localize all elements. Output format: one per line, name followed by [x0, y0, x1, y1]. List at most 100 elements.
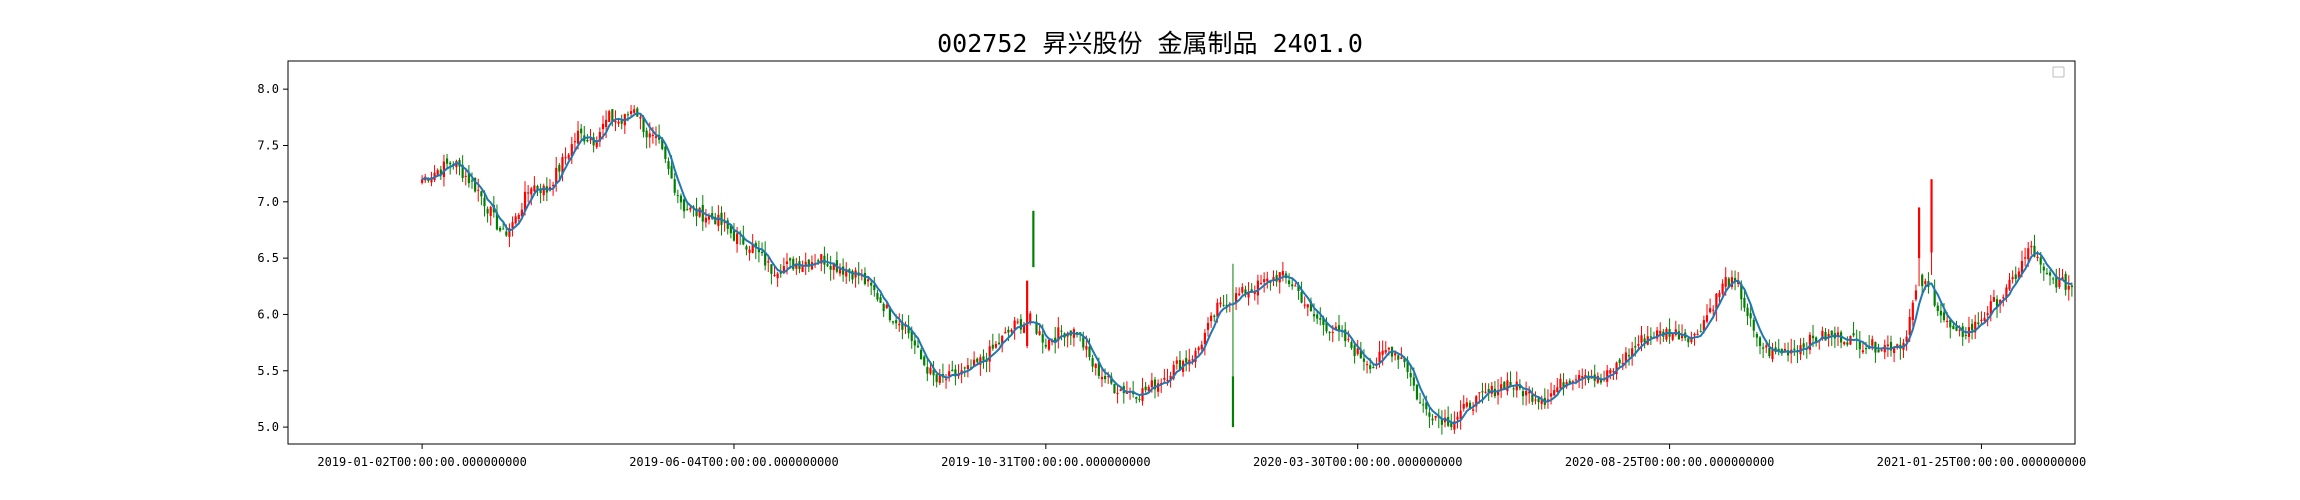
candle-body: [1094, 363, 1097, 368]
candle-body: [1001, 335, 1004, 346]
candle-body: [829, 265, 832, 270]
candle-body: [2005, 287, 2008, 298]
candle-body: [1590, 377, 1593, 379]
candle-body: [1381, 350, 1384, 355]
candle-body: [1574, 379, 1578, 381]
candle-body: [2058, 279, 2061, 287]
candle-body: [1350, 342, 1353, 348]
candle-body: [1534, 399, 1537, 401]
candle-body: [1116, 392, 1119, 394]
candle-body: [2061, 277, 2064, 280]
candle-body: [782, 266, 785, 272]
candle-body: [1459, 410, 1462, 420]
candle-body: [1241, 287, 1244, 293]
candle-body: [2008, 279, 2011, 290]
candle-body: [517, 214, 520, 219]
candle-body: [963, 367, 966, 369]
candle-body: [1808, 334, 1812, 350]
candle-body: [1712, 309, 1715, 311]
candle-body: [1135, 397, 1138, 399]
candle-body: [1721, 283, 1724, 294]
candle-body: [1718, 292, 1721, 298]
candle-body: [1259, 283, 1263, 285]
candle-body: [1478, 392, 1481, 394]
candle-body: [1397, 355, 1400, 360]
candle-body: [2024, 257, 2027, 259]
candle-body: [742, 235, 745, 245]
candle-body: [673, 179, 676, 193]
candle-body: [555, 167, 558, 185]
candle-body: [1387, 347, 1390, 350]
candle-body: [686, 209, 689, 211]
candle-body: [776, 273, 779, 279]
candle-body: [1487, 388, 1490, 393]
candle-body: [1964, 334, 1967, 336]
candle-body: [1930, 179, 1933, 253]
candle-body: [1936, 305, 1939, 312]
candle-body: [1621, 362, 1624, 365]
candle-body: [1007, 329, 1010, 333]
candle-body: [1864, 348, 1868, 350]
candle-body: [1815, 337, 1818, 342]
candle-body: [1153, 379, 1157, 390]
candle-body: [1013, 320, 1016, 330]
candle-body: [2045, 272, 2049, 274]
candle-body: [870, 282, 873, 286]
candle-body: [1085, 346, 1088, 350]
candle-body: [845, 270, 848, 277]
candle-body: [1705, 315, 1709, 322]
candle-body: [760, 251, 764, 254]
candle-body: [2070, 285, 2073, 288]
candle-body: [1144, 386, 1147, 391]
candle-body: [1584, 374, 1587, 378]
candle-body: [679, 195, 683, 203]
candle-body: [421, 179, 424, 183]
candle-body: [1200, 344, 1203, 350]
candle-body: [520, 209, 523, 217]
candle-body: [817, 260, 820, 262]
candle-body: [1861, 350, 1865, 353]
candle-body: [611, 109, 614, 122]
candle-body: [779, 271, 782, 274]
candle-body: [1559, 378, 1562, 389]
candle-body: [1780, 348, 1783, 354]
candle-body: [717, 214, 720, 226]
candle-body: [1618, 359, 1621, 364]
candle-body: [726, 220, 729, 229]
candle-body: [1328, 331, 1331, 333]
candle-body: [1512, 388, 1515, 390]
candle-body: [1169, 375, 1172, 381]
candle-body: [1952, 325, 1955, 330]
candle-body: [589, 139, 592, 141]
candle-body: [1690, 336, 1693, 343]
candle-body: [1624, 352, 1628, 363]
candle-body: [1104, 376, 1107, 380]
candle-body: [1687, 338, 1690, 343]
y-tick-label: 6.5: [257, 251, 279, 265]
candle-body: [1727, 278, 1730, 288]
candle-body: [866, 279, 870, 282]
candle-body: [988, 346, 991, 362]
candle-body: [567, 154, 570, 159]
candle-body: [1949, 319, 1952, 328]
candle-body: [1347, 338, 1350, 340]
candle-body: [1222, 304, 1225, 306]
candle-body: [929, 367, 932, 374]
candle-body: [1253, 292, 1256, 294]
candle-body: [1163, 377, 1166, 380]
candle-body: [511, 222, 514, 228]
candle-body: [573, 141, 577, 143]
candle-body: [1917, 207, 1921, 259]
candle-body: [2055, 275, 2058, 288]
candle-body: [1528, 391, 1531, 394]
candle-body: [645, 130, 648, 138]
candle-body: [807, 259, 810, 267]
candle-body: [1709, 308, 1712, 313]
candle-body: [1472, 409, 1475, 411]
candle-body: [1172, 364, 1175, 379]
candle-body: [745, 246, 748, 250]
candle-body: [1911, 302, 1914, 321]
candle-body: [1484, 391, 1487, 393]
candle-body: [754, 242, 757, 248]
